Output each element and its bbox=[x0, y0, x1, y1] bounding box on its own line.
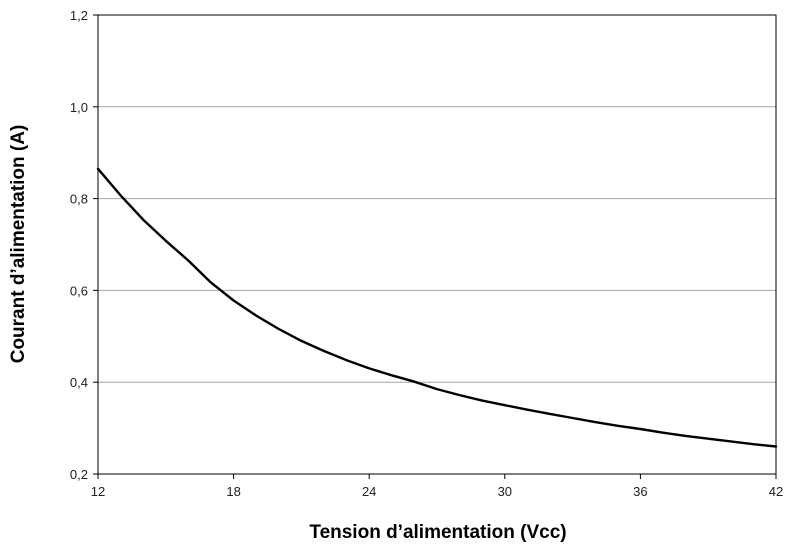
y-tick-label-3: 0,8 bbox=[70, 192, 88, 207]
y-tick-label-4: 1,0 bbox=[70, 100, 88, 115]
axes bbox=[97, 14, 777, 475]
x-tick-label-4: 36 bbox=[633, 484, 647, 499]
y-axis-title: Courant d’alimentation (A) bbox=[8, 125, 29, 364]
y-tick-label-5: 1,2 bbox=[70, 8, 88, 23]
y-tick-label-1: 0,4 bbox=[70, 375, 88, 390]
x-tick-label-5: 42 bbox=[769, 484, 783, 499]
x-tick-label-1: 18 bbox=[226, 484, 240, 499]
x-axis-ticks: 12 18 24 30 36 42 bbox=[91, 474, 783, 499]
series bbox=[96, 167, 778, 448]
y-tick-label-0: 0,2 bbox=[70, 467, 88, 482]
x-tick-label-2: 24 bbox=[362, 484, 376, 499]
y-tick-label-2: 0,6 bbox=[70, 283, 88, 298]
x-tick-label-0: 12 bbox=[91, 484, 105, 499]
series-line-0 bbox=[96, 167, 778, 448]
x-tick-label-3: 30 bbox=[498, 484, 512, 499]
grid-lines bbox=[98, 14, 776, 383]
x-axis-title: Tension d’alimentation (Vcc) bbox=[309, 522, 566, 543]
y-axis-ticks: 0,2 0,4 0,6 0,8 1,0 1,2 bbox=[70, 8, 98, 482]
plot-area-border bbox=[97, 14, 777, 475]
